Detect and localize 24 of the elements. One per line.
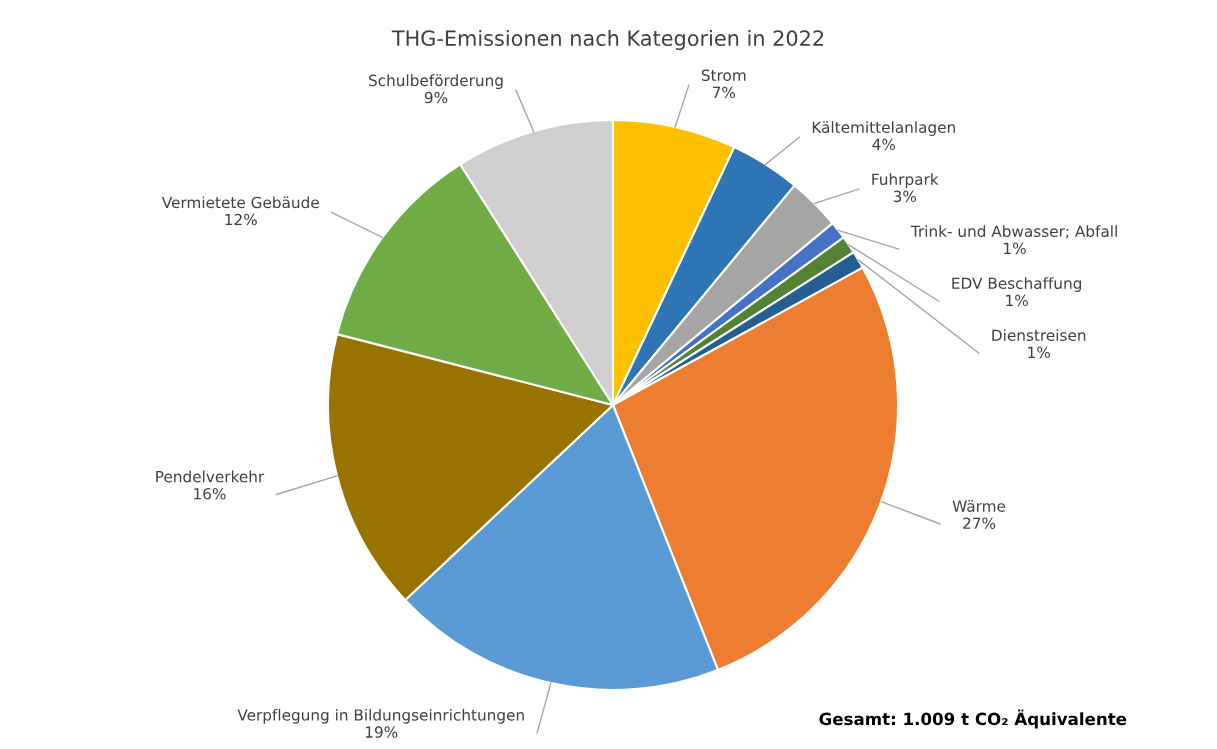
data-label: 19%: [365, 726, 398, 738]
slice-label: Verpflegung in Bildungseinrichtungen: [237, 708, 524, 724]
data-label: 3%: [893, 190, 917, 203]
slice-label: Wärme: [952, 500, 1006, 512]
data-label: 4%: [872, 138, 896, 151]
data-label: 7%: [712, 86, 736, 99]
slice-label: Strom: [701, 69, 746, 82]
slice-label: Trink- und Abwasser; Abfall: [910, 225, 1117, 239]
data-label: 1%: [1028, 346, 1050, 359]
data-label: 16%: [194, 487, 226, 500]
slice-label: Kältemittelanlagen: [812, 121, 955, 136]
text: Gesamt: 1.009 t CO₂ Äquivalente: [819, 709, 1127, 729]
slice-label: Fuhrpark: [872, 173, 939, 188]
chart-title: THG-Emissionen nach Kategorien in 2022: [391, 29, 824, 51]
slice-label: Dienstreisen: [992, 329, 1086, 342]
data-label: 27%: [963, 517, 996, 530]
slice-label: Pendelverkehr: [156, 470, 265, 483]
data-label: 1%: [1004, 242, 1026, 255]
slice-label: EDV Beschaffung: [952, 277, 1082, 292]
slice-label: Vermietete Gebäude: [161, 196, 319, 209]
data-label: 9%: [424, 91, 448, 104]
data-label: 12%: [225, 213, 257, 226]
data-label: 1%: [1006, 294, 1028, 307]
slice-label: Schulbeförderung: [369, 74, 503, 90]
